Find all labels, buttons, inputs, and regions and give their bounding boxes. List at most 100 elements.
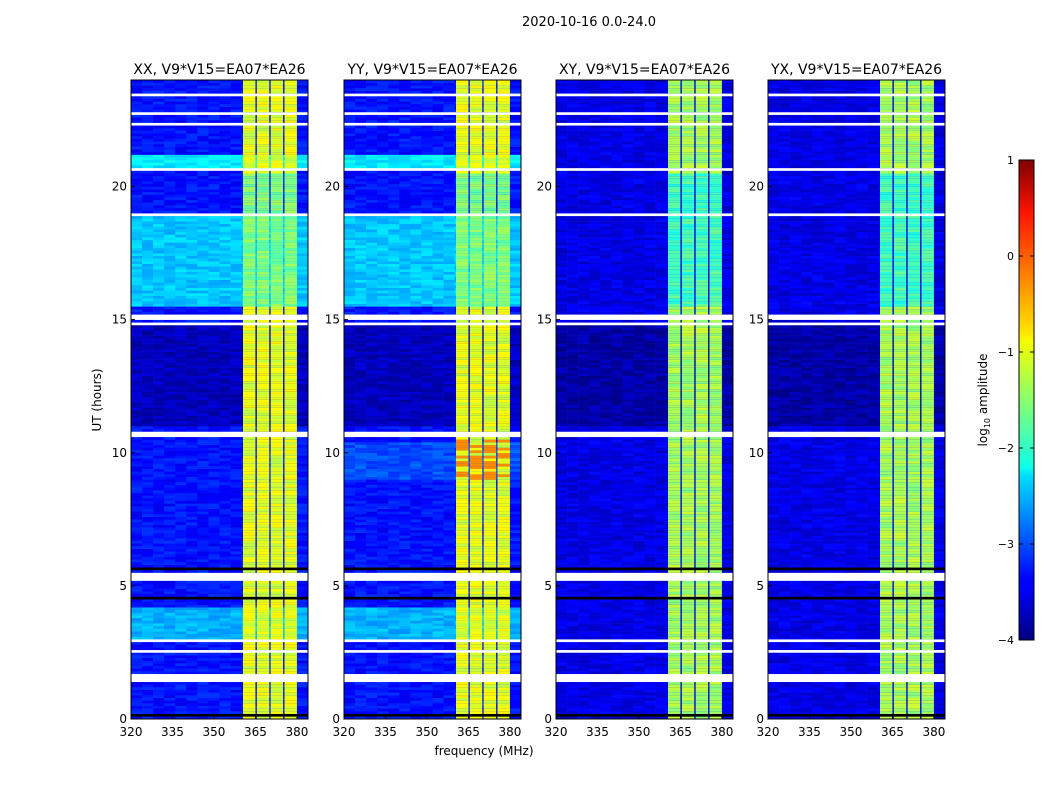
heatmap-cell (208, 551, 219, 554)
heatmap-cell (444, 698, 455, 701)
heatmap-cell (142, 652, 153, 655)
rfi-band-cell (271, 226, 283, 229)
heatmap-cell (220, 264, 231, 267)
heatmap-cell (186, 562, 197, 565)
panel-title: XX, V9*V15=EA07*EA26 (133, 62, 305, 78)
rfi-band-cell (284, 144, 296, 147)
heatmap-cell (388, 706, 399, 709)
rfi-band-cell (257, 703, 269, 706)
heatmap-cell (131, 690, 142, 693)
heatmap-cell (186, 240, 197, 243)
heatmap-cell (208, 306, 219, 309)
heatmap-cell (142, 660, 153, 663)
heatmap-cell (186, 421, 197, 424)
heatmap-cell (297, 309, 308, 312)
heatmap-cell (175, 386, 186, 389)
heatmap-cell (131, 663, 142, 666)
heatmap-cell (231, 163, 242, 166)
heatmap-cell (208, 378, 219, 381)
rfi-band-cell (243, 104, 255, 107)
heatmap-cell (175, 400, 186, 403)
heatmap-cell (153, 229, 164, 232)
heatmap-cell (220, 282, 231, 285)
heatmap-cell (231, 690, 242, 693)
heatmap-cell (142, 631, 153, 634)
rfi-band-cell (456, 660, 468, 663)
heatmap-cell (355, 706, 366, 709)
heatmap-cell (175, 402, 186, 405)
heatmap-cell (175, 189, 186, 192)
heatmap-cell (186, 272, 197, 275)
heatmap-cell (175, 274, 186, 277)
heatmap-cell (175, 490, 186, 493)
heatmap-cell (231, 455, 242, 458)
heatmap-cell (231, 682, 242, 685)
heatmap-cell (421, 684, 432, 687)
heatmap-cell (220, 128, 231, 131)
heatmap-cell (131, 266, 142, 269)
heatmap-cell (197, 695, 208, 698)
rfi-band-cell (284, 527, 296, 530)
heatmap-cell (175, 623, 186, 626)
heatmap-cell (444, 642, 455, 645)
heatmap-cell (186, 605, 197, 608)
heatmap-cell (220, 589, 231, 592)
heatmap-cell (186, 344, 197, 347)
heatmap-cell (197, 325, 208, 328)
heatmap-cell (153, 615, 164, 618)
heatmap-cell (186, 381, 197, 384)
heatmap-cell (131, 107, 142, 110)
heatmap-cell (297, 407, 308, 410)
heatmap-cell (175, 250, 186, 253)
rfi-band-cell (271, 647, 283, 650)
rfi-band-cell (257, 400, 269, 403)
heatmap-cell (186, 378, 197, 381)
heatmap-cell (153, 442, 164, 445)
heatmap-cell (220, 530, 231, 533)
heatmap-cell (186, 338, 197, 341)
rfi-band-cell (243, 405, 255, 408)
rfi-band-cell (243, 99, 255, 102)
heatmap-cell (186, 136, 197, 139)
rfi-band-cell (243, 479, 255, 482)
heatmap-cell (175, 149, 186, 152)
heatmap-cell (208, 237, 219, 240)
heatmap-cell (131, 333, 142, 336)
heatmap-cell (164, 565, 175, 568)
heatmap-cell (208, 413, 219, 416)
rfi-band-cell (456, 652, 468, 655)
heatmap-cell (399, 703, 410, 706)
rfi-band-cell (271, 194, 283, 197)
rfi-band-cell (271, 229, 283, 232)
heatmap-cell (208, 248, 219, 251)
rfi-band-cell (243, 493, 255, 496)
rfi-band-cell (243, 304, 255, 307)
heatmap-cell (297, 205, 308, 208)
heatmap-cell (231, 407, 242, 410)
rfi-band-cell (257, 535, 269, 538)
rfi-band-cell (243, 437, 255, 440)
heatmap-cell (186, 514, 197, 517)
heatmap-cell (197, 405, 208, 408)
rfi-band-cell (284, 535, 296, 538)
heatmap-cell (142, 282, 153, 285)
heatmap-cell (197, 293, 208, 296)
heatmap-cell (175, 194, 186, 197)
heatmap-cell (433, 652, 444, 655)
rfi-band-cell (257, 666, 269, 669)
heatmap-cell (231, 498, 242, 501)
heatmap-cell (164, 541, 175, 544)
heatmap-cell (153, 368, 164, 371)
rfi-band-cell (271, 519, 283, 522)
heatmap-cell (388, 626, 399, 629)
heatmap-cell (355, 652, 366, 655)
heatmap-cell (344, 708, 355, 711)
heatmap-cell (355, 634, 366, 637)
heatmap-cell (131, 551, 142, 554)
heatmap-cell (197, 565, 208, 568)
heatmap-cell (297, 613, 308, 616)
heatmap-cell (175, 549, 186, 552)
heatmap-cell (355, 626, 366, 629)
heatmap-cell (208, 405, 219, 408)
y-tick-label: 20 (112, 180, 127, 194)
